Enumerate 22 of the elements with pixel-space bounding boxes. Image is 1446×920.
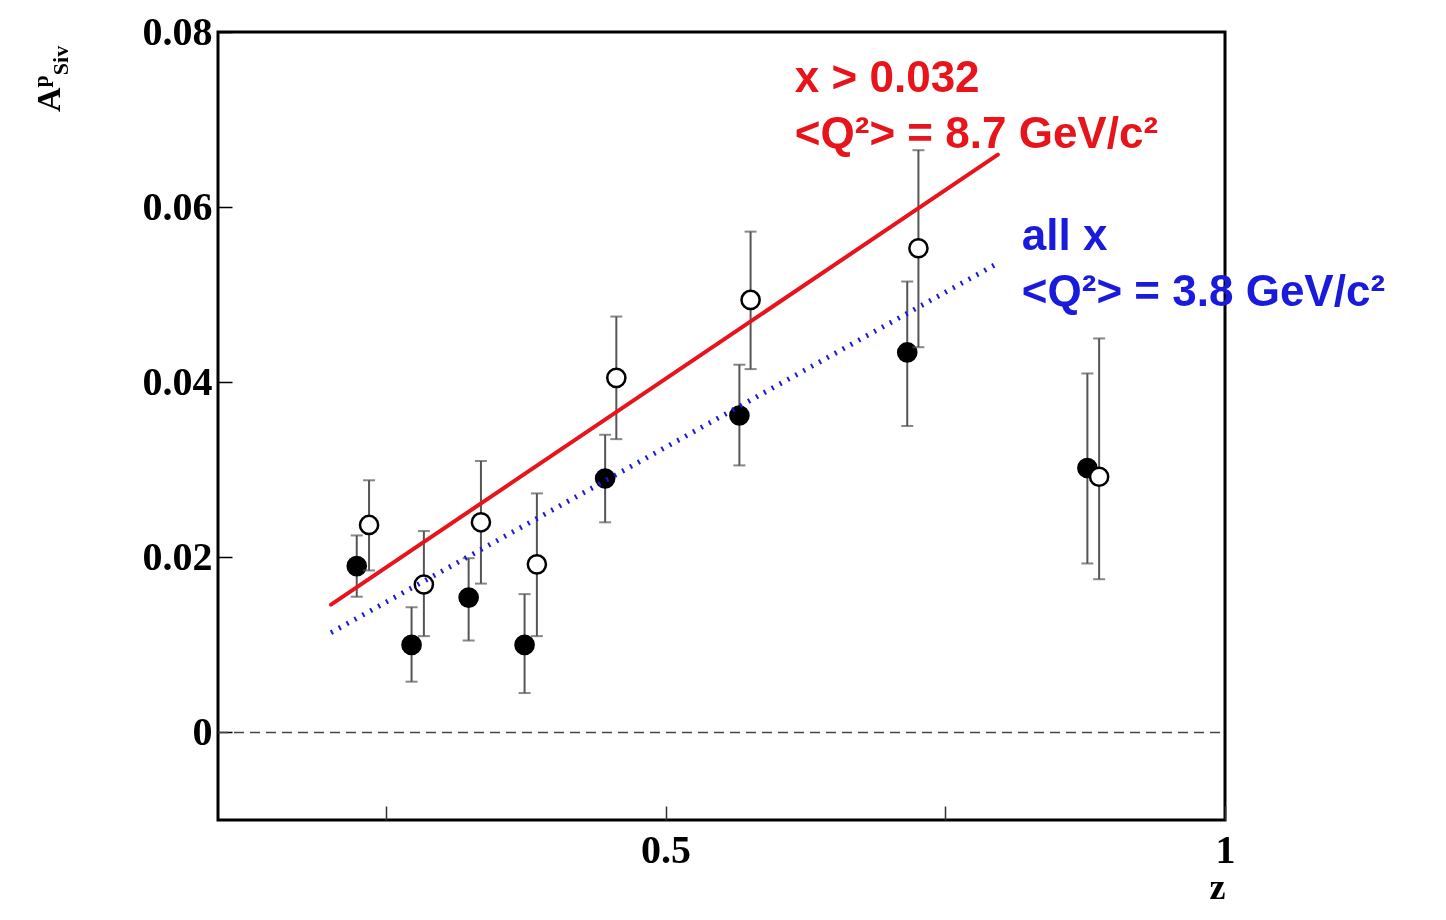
- point: [1088, 466, 1110, 488]
- y-tick-label: 0.06: [142, 183, 213, 229]
- point: [346, 555, 368, 577]
- series-label: x > 0.032 <Q²> = 8.7 GeV/c²: [794, 51, 1159, 157]
- point: [594, 468, 616, 489]
- y-tick-label: 0.04: [142, 358, 213, 404]
- point: [729, 405, 750, 426]
- point: [413, 574, 435, 595]
- point: [605, 367, 627, 389]
- point: [358, 514, 380, 536]
- point: [896, 342, 918, 363]
- point: [514, 634, 535, 656]
- point: [470, 512, 492, 533]
- y-tick-label: 0: [192, 708, 213, 754]
- point: [526, 554, 548, 575]
- point: [458, 587, 479, 608]
- point: [401, 634, 422, 656]
- point: [908, 237, 929, 259]
- y-tick-label: 0.02: [142, 533, 213, 579]
- point: [740, 289, 761, 311]
- y-tick-label: 0.08: [142, 8, 213, 54]
- x-tick-label: 0.5: [641, 826, 692, 872]
